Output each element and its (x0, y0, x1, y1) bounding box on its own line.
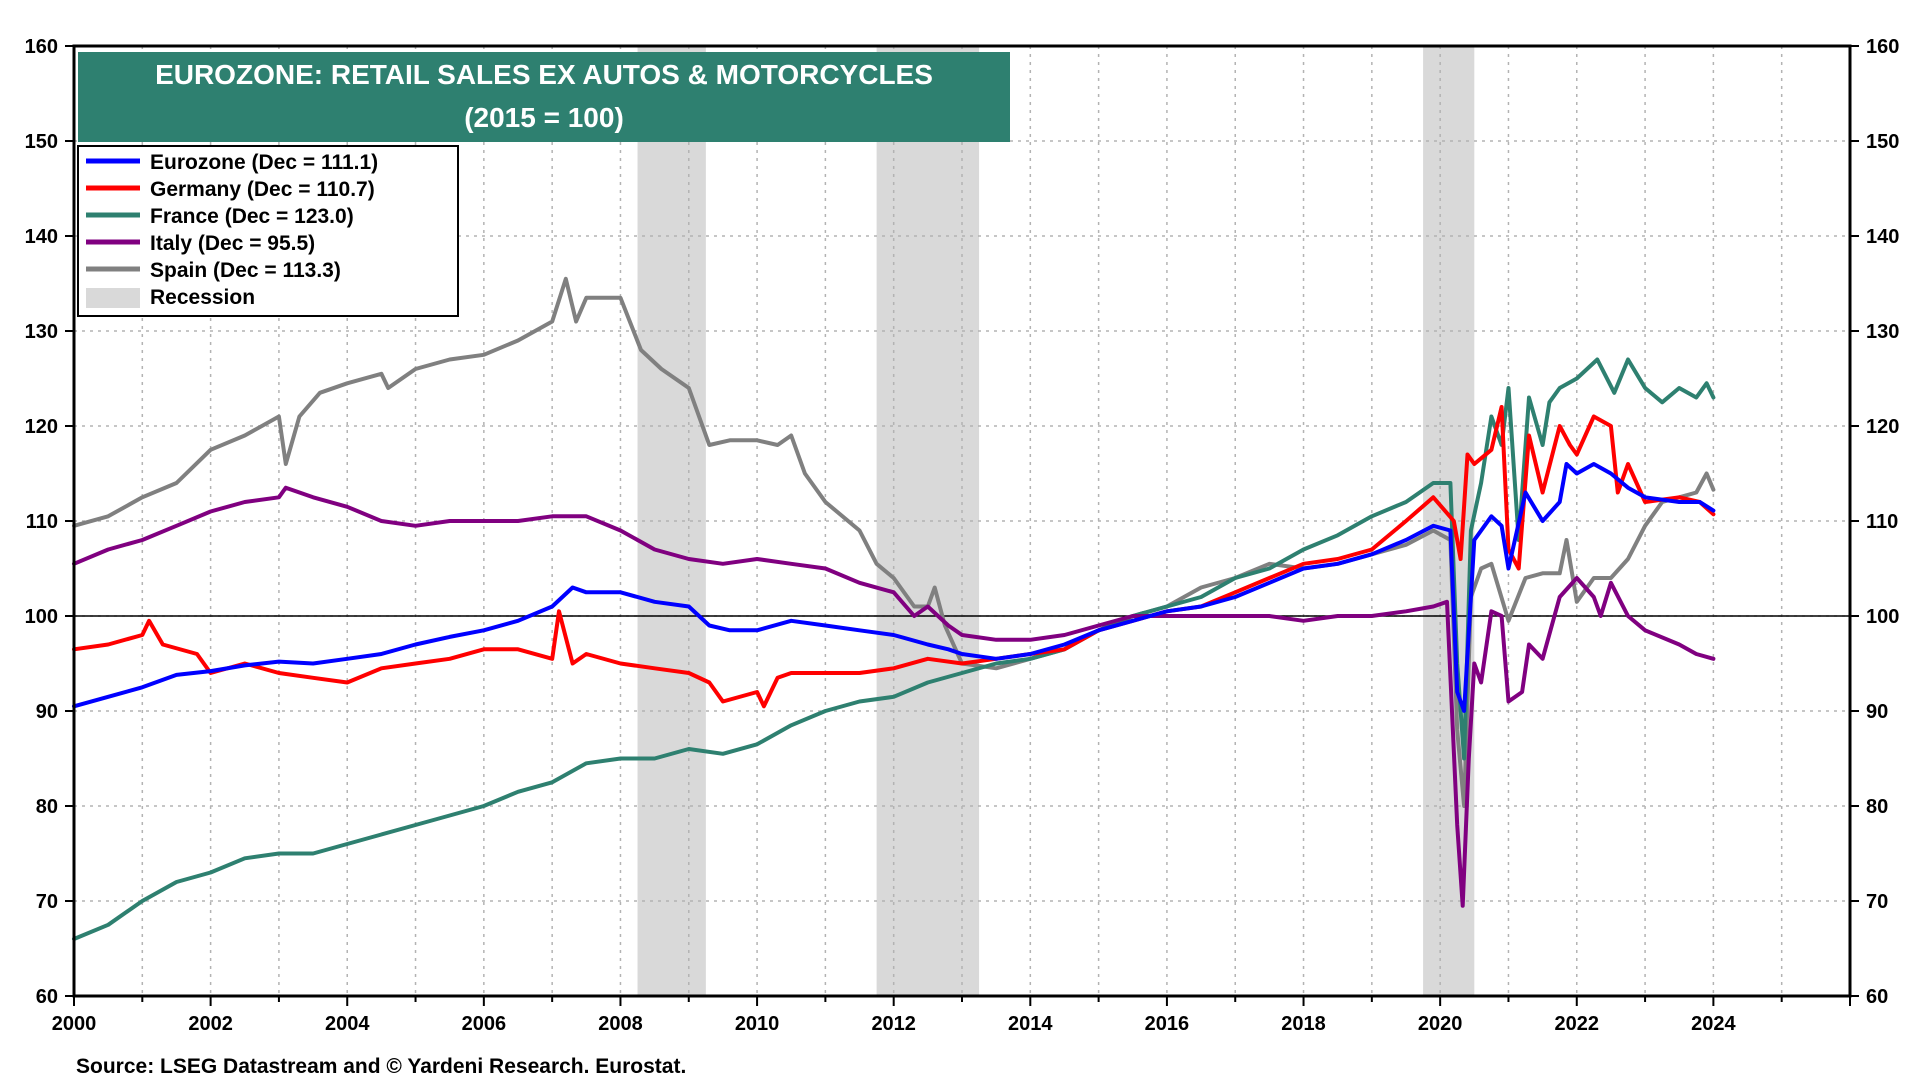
y-tick-label-right: 90 (1866, 701, 1888, 723)
y-tick-label-left: 80 (36, 796, 58, 818)
y-tick-label-left: 90 (36, 701, 58, 723)
legend-box (77, 145, 459, 317)
x-tick-label: 2018 (1281, 1013, 1326, 1035)
y-tick-label-left: 60 (36, 986, 58, 1008)
legend-swatch-recession (86, 288, 140, 308)
y-tick-label-right: 80 (1866, 796, 1888, 818)
title-box: EUROZONE: RETAIL SALES EX AUTOS & MOTORC… (78, 52, 1010, 142)
y-tick-label-right: 130 (1866, 321, 1899, 343)
series-line-spain (72, 276, 1716, 808)
y-tick-label-right: 140 (1866, 226, 1899, 248)
x-tick-label: 2006 (462, 1013, 507, 1035)
y-tick-label-left: 130 (25, 321, 58, 343)
x-tick-label: 2014 (1008, 1013, 1053, 1035)
y-tick-label-left: 160 (25, 36, 58, 58)
y-tick-label-left: 150 (25, 131, 58, 153)
x-tick-label: 2016 (1145, 1013, 1190, 1035)
y-tick-label-right: 70 (1866, 891, 1888, 913)
x-tick-label: 2022 (1555, 1013, 1600, 1035)
y-tick-label-right: 160 (1866, 36, 1899, 58)
source-note: Source: LSEG Datastream and © Yardeni Re… (76, 1055, 686, 1078)
legend-label-france: France (Dec = 123.0) (150, 205, 354, 228)
recession-band-0 (637, 46, 706, 996)
series-lines (72, 276, 1716, 941)
legend-label-eurozone: Eurozone (Dec = 111.1) (150, 151, 378, 174)
y-tick-label-right: 150 (1866, 131, 1899, 153)
legend-label-germany: Germany (Dec = 110.7) (150, 178, 375, 201)
legend-label-spain: Spain (Dec = 113.3) (150, 259, 341, 282)
series-line-eurozone (72, 462, 1716, 713)
y-tick-label-right: 60 (1866, 986, 1888, 1008)
y-tick-label-left: 120 (25, 416, 58, 438)
x-tick-label: 2020 (1418, 1013, 1463, 1035)
legend: Eurozone (Dec = 111.1) Germany (Dec = 11… (77, 145, 459, 317)
title-background (78, 52, 1010, 142)
x-tick-label: 2010 (735, 1013, 780, 1035)
y-tick-label-right: 110 (1866, 511, 1898, 533)
legend-label-italy: Italy (Dec = 95.5) (150, 232, 315, 255)
chart-subtitle: (2015 = 100) (464, 102, 624, 133)
series-line-france (72, 357, 1716, 941)
y-tick-label-right: 100 (1866, 606, 1899, 628)
x-tick-label: 2000 (52, 1013, 97, 1035)
x-tick-label: 2012 (871, 1013, 916, 1035)
x-tick-label: 2004 (325, 1013, 370, 1035)
legend-label-recession: Recession (150, 286, 255, 309)
axes: 60 60 70 70 80 80 90 90 100 100 110 110 120 120 130 130… (25, 36, 1900, 1035)
y-tick-label-left: 140 (25, 226, 58, 248)
x-tick-label: 2008 (598, 1013, 643, 1035)
x-tick-label: 2002 (188, 1013, 233, 1035)
y-tick-label-right: 120 (1866, 416, 1899, 438)
y-tick-label-left: 70 (36, 891, 58, 913)
y-tick-label-left: 110 (26, 511, 58, 533)
chart-title: EUROZONE: RETAIL SALES EX AUTOS & MOTORC… (155, 59, 933, 90)
y-tick-label-left: 100 (25, 606, 58, 628)
x-tick-label: 2024 (1691, 1013, 1736, 1035)
series-line-italy (72, 485, 1716, 908)
